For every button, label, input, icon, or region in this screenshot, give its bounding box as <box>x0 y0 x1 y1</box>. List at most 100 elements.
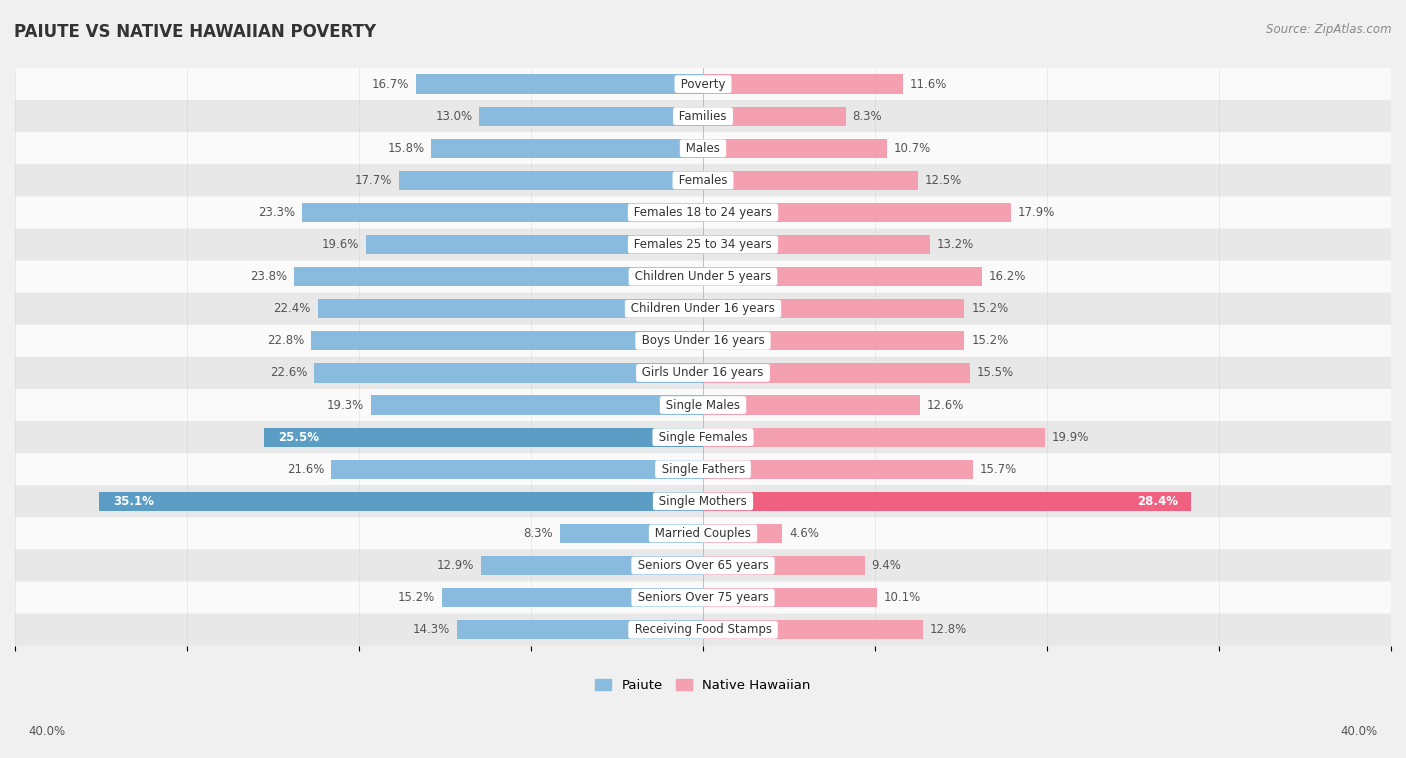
Text: 22.6%: 22.6% <box>270 366 308 380</box>
FancyBboxPatch shape <box>15 261 1391 293</box>
Text: Married Couples: Married Couples <box>651 527 755 540</box>
Bar <box>264 428 703 446</box>
Text: 9.4%: 9.4% <box>872 559 901 572</box>
Bar <box>703 556 865 575</box>
Text: 16.7%: 16.7% <box>371 77 409 91</box>
Text: Families: Families <box>675 110 731 123</box>
FancyBboxPatch shape <box>15 614 1391 646</box>
Text: 15.2%: 15.2% <box>972 334 1008 347</box>
Text: 14.3%: 14.3% <box>413 623 450 636</box>
FancyBboxPatch shape <box>15 485 1391 518</box>
Text: 40.0%: 40.0% <box>1341 725 1378 738</box>
FancyBboxPatch shape <box>15 132 1391 164</box>
FancyBboxPatch shape <box>15 228 1391 261</box>
Bar <box>703 235 929 254</box>
Text: 25.5%: 25.5% <box>278 431 319 443</box>
Bar <box>398 171 703 190</box>
Text: 23.3%: 23.3% <box>259 206 295 219</box>
Legend: Paiute, Native Hawaiian: Paiute, Native Hawaiian <box>591 673 815 697</box>
Text: 12.5%: 12.5% <box>925 174 962 187</box>
FancyBboxPatch shape <box>15 68 1391 100</box>
Text: Children Under 16 years: Children Under 16 years <box>627 302 779 315</box>
Bar <box>703 171 918 190</box>
Text: 19.3%: 19.3% <box>328 399 364 412</box>
Text: Seniors Over 65 years: Seniors Over 65 years <box>634 559 772 572</box>
Text: Single Fathers: Single Fathers <box>658 462 748 476</box>
Text: 8.3%: 8.3% <box>852 110 883 123</box>
Bar <box>703 331 965 350</box>
Text: 8.3%: 8.3% <box>524 527 554 540</box>
Text: 40.0%: 40.0% <box>28 725 65 738</box>
Bar <box>703 299 965 318</box>
Text: 22.4%: 22.4% <box>273 302 311 315</box>
Text: 28.4%: 28.4% <box>1136 495 1178 508</box>
FancyBboxPatch shape <box>15 421 1391 453</box>
FancyBboxPatch shape <box>15 550 1391 581</box>
Text: 17.9%: 17.9% <box>1018 206 1054 219</box>
FancyBboxPatch shape <box>15 100 1391 132</box>
FancyBboxPatch shape <box>15 196 1391 228</box>
Bar <box>481 556 703 575</box>
Bar <box>703 492 1191 511</box>
Text: 13.2%: 13.2% <box>936 238 974 251</box>
Bar <box>703 524 782 543</box>
Bar <box>703 588 877 607</box>
Text: 13.0%: 13.0% <box>436 110 472 123</box>
FancyBboxPatch shape <box>15 518 1391 550</box>
Bar <box>703 107 846 126</box>
FancyBboxPatch shape <box>15 581 1391 614</box>
FancyBboxPatch shape <box>15 164 1391 196</box>
Text: Single Females: Single Females <box>655 431 751 443</box>
Text: Females 25 to 34 years: Females 25 to 34 years <box>630 238 776 251</box>
Bar <box>703 74 903 94</box>
Text: Source: ZipAtlas.com: Source: ZipAtlas.com <box>1267 23 1392 36</box>
Bar <box>703 620 924 639</box>
Text: Single Males: Single Males <box>662 399 744 412</box>
Bar <box>479 107 703 126</box>
FancyBboxPatch shape <box>15 389 1391 421</box>
Text: Girls Under 16 years: Girls Under 16 years <box>638 366 768 380</box>
Text: 11.6%: 11.6% <box>910 77 946 91</box>
Text: Seniors Over 75 years: Seniors Over 75 years <box>634 591 772 604</box>
Bar <box>366 235 703 254</box>
Text: 15.8%: 15.8% <box>387 142 425 155</box>
Text: Single Mothers: Single Mothers <box>655 495 751 508</box>
FancyBboxPatch shape <box>15 453 1391 485</box>
Bar <box>318 299 703 318</box>
Text: 22.8%: 22.8% <box>267 334 304 347</box>
Text: 15.7%: 15.7% <box>980 462 1017 476</box>
Text: 12.6%: 12.6% <box>927 399 965 412</box>
Text: Females: Females <box>675 174 731 187</box>
Text: Children Under 5 years: Children Under 5 years <box>631 270 775 283</box>
Text: 10.7%: 10.7% <box>894 142 931 155</box>
Text: Receiving Food Stamps: Receiving Food Stamps <box>631 623 775 636</box>
Text: 19.9%: 19.9% <box>1052 431 1090 443</box>
Text: 4.6%: 4.6% <box>789 527 818 540</box>
Bar <box>302 203 703 222</box>
Text: 12.9%: 12.9% <box>437 559 474 572</box>
Text: 23.8%: 23.8% <box>250 270 287 283</box>
Text: 15.2%: 15.2% <box>972 302 1008 315</box>
Text: 12.8%: 12.8% <box>929 623 967 636</box>
Text: Poverty: Poverty <box>676 77 730 91</box>
Bar <box>703 363 970 383</box>
Bar <box>315 363 703 383</box>
Text: Boys Under 16 years: Boys Under 16 years <box>638 334 768 347</box>
FancyBboxPatch shape <box>15 357 1391 389</box>
FancyBboxPatch shape <box>15 293 1391 325</box>
Bar <box>703 459 973 479</box>
Bar <box>703 139 887 158</box>
Bar <box>100 492 703 511</box>
Text: 16.2%: 16.2% <box>988 270 1026 283</box>
Bar <box>560 524 703 543</box>
Bar <box>441 588 703 607</box>
Bar <box>332 459 703 479</box>
FancyBboxPatch shape <box>15 325 1391 357</box>
Bar <box>311 331 703 350</box>
Bar <box>703 203 1011 222</box>
Text: 17.7%: 17.7% <box>354 174 392 187</box>
Bar <box>703 396 920 415</box>
Text: Males: Males <box>682 142 724 155</box>
Text: 10.1%: 10.1% <box>883 591 921 604</box>
Bar <box>457 620 703 639</box>
